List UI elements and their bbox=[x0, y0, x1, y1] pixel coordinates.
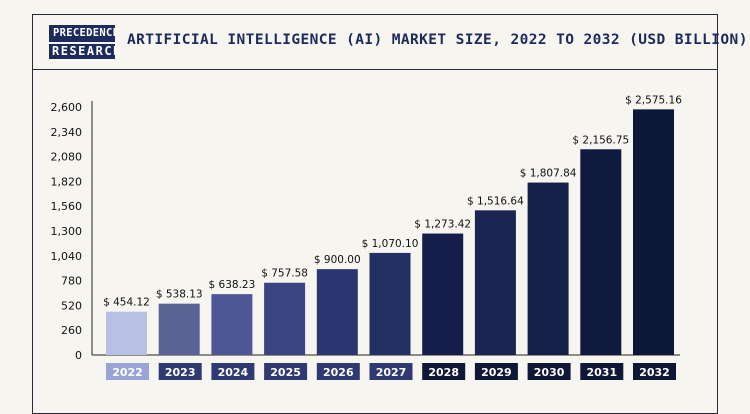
category-label-box bbox=[474, 363, 518, 380]
precedence-research-logo: PRECEDENCE RESEARCH bbox=[49, 25, 120, 59]
x-category-label: 2029 bbox=[481, 366, 512, 379]
y-tick-label: 2,340 bbox=[51, 126, 83, 139]
category-label-box bbox=[211, 363, 255, 380]
y-tick-label: 1,560 bbox=[51, 200, 83, 213]
x-category-label: 2022 bbox=[112, 366, 143, 379]
chart-title: ARTIFICIAL INTELLIGENCE (AI) MARKET SIZE… bbox=[127, 32, 748, 48]
bar-value-label: $ 1,516.64 bbox=[467, 195, 524, 207]
bar bbox=[106, 311, 147, 355]
bar-chart: 0 260 520 780 1,040 1,300 1,560 1,820 2,080 2,340… bbox=[51, 94, 682, 380]
chart-header: PRECEDENCE RESEARCH ARTIFICIAL INTELLIGE… bbox=[33, 15, 747, 70]
bar-value-label: $ 1,273.42 bbox=[414, 219, 471, 231]
bar-value-label: $ 538.13 bbox=[156, 289, 203, 301]
bar-value-label: $ 757.58 bbox=[261, 268, 308, 280]
x-category-label: 2026 bbox=[323, 366, 354, 379]
x-category-label: 2030 bbox=[534, 366, 565, 379]
bar-value-label: $ 2,575.16 bbox=[625, 94, 682, 106]
y-tick-label: 780 bbox=[61, 275, 82, 288]
bar-value-label: $ 2,156.75 bbox=[572, 134, 629, 146]
y-tick-label: 2,080 bbox=[51, 151, 83, 164]
bar bbox=[474, 210, 516, 355]
bar-value-label: $ 454.12 bbox=[103, 297, 150, 309]
logo-line-2: RESEARCH bbox=[49, 44, 120, 59]
category-label-box bbox=[106, 363, 149, 380]
y-tick-label: 1,040 bbox=[51, 250, 83, 263]
x-category-label: 2031 bbox=[586, 366, 617, 379]
x-category-label: 2028 bbox=[428, 366, 459, 379]
category-label-box bbox=[527, 363, 571, 380]
category-label-box bbox=[580, 363, 624, 380]
category-label-box bbox=[316, 363, 360, 380]
category-label-box bbox=[158, 363, 202, 380]
bar bbox=[527, 182, 569, 355]
bar bbox=[580, 149, 622, 355]
logo-line-1: PRECEDENCE bbox=[49, 25, 119, 42]
bar bbox=[422, 233, 464, 355]
category-label-box bbox=[633, 363, 676, 380]
y-tick-label: 2,600 bbox=[51, 101, 83, 114]
y-tick-label: 260 bbox=[61, 324, 82, 337]
bar-value-label: $ 900.00 bbox=[314, 254, 361, 266]
x-category-label: 2024 bbox=[218, 366, 249, 379]
bar bbox=[633, 109, 674, 355]
y-tick-label: 0 bbox=[75, 349, 82, 362]
bar bbox=[264, 282, 306, 355]
bar-value-label: $ 638.23 bbox=[209, 279, 256, 291]
category-label-box bbox=[264, 363, 308, 380]
bar bbox=[369, 252, 411, 355]
x-category-label: 2027 bbox=[376, 366, 407, 379]
bar-value-label: $ 1,807.84 bbox=[520, 168, 577, 180]
x-category-label: 2025 bbox=[270, 366, 301, 379]
y-tick-label: 520 bbox=[61, 299, 82, 312]
bar-value-label: $ 1,070.10 bbox=[362, 238, 419, 250]
y-tick-label: 1,820 bbox=[51, 175, 83, 188]
category-label-box bbox=[369, 363, 413, 380]
bar bbox=[316, 269, 358, 355]
y-tick-label: 1,300 bbox=[51, 225, 83, 238]
bar bbox=[158, 303, 200, 355]
category-label-box bbox=[422, 363, 466, 380]
x-category-label: 2032 bbox=[639, 366, 670, 379]
x-category-label: 2023 bbox=[165, 366, 196, 379]
bar bbox=[211, 294, 253, 355]
